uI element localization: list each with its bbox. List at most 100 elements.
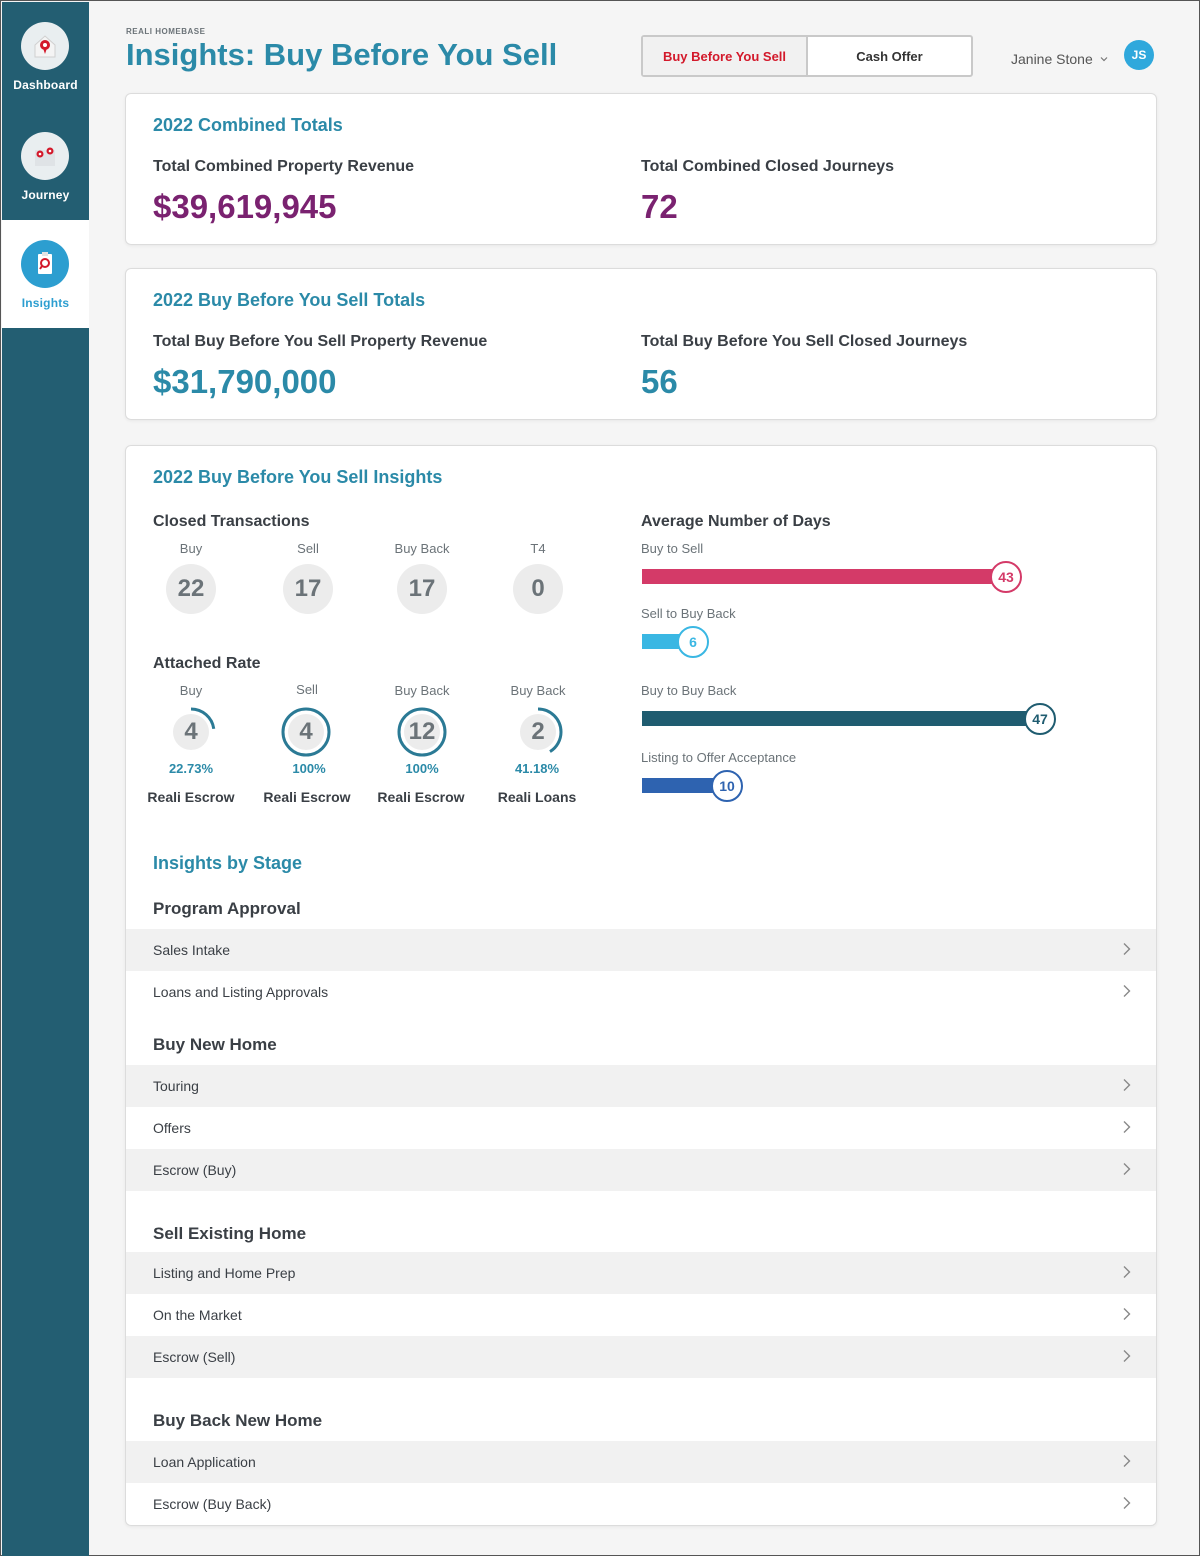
house-pin-icon: [21, 22, 69, 70]
combined-revenue-value: $39,619,945: [153, 188, 337, 225]
stage-group-title: Buy Back New Home: [153, 1411, 323, 1430]
ring-progress-arc: [513, 707, 563, 757]
sidebar-item-insights[interactable]: Insights: [2, 220, 89, 328]
stage-row-label: Sales Intake: [153, 942, 231, 958]
chevron-right-icon: [1123, 1163, 1131, 1175]
stage-row[interactable]: Sales Intake: [126, 929, 1156, 971]
stage-row-label: Offers: [153, 1120, 191, 1136]
stage-row[interactable]: Escrow (Buy): [126, 1149, 1156, 1191]
stage-row[interactable]: On the Market: [126, 1294, 1156, 1336]
bar-value-badge: 47: [1024, 703, 1056, 735]
chevron-right-icon: [1123, 1497, 1131, 1509]
sidebar-item-label: Insights: [21, 296, 70, 310]
map-pins-icon: [21, 132, 69, 180]
avatar[interactable]: JS: [1124, 40, 1154, 70]
attached-caption: Reali Escrow: [147, 789, 235, 805]
toggle-buy-before-you-sell[interactable]: Buy Before You Sell: [643, 37, 808, 75]
attached-col-label: Buy Back: [394, 683, 450, 698]
stage-row-label: Loans and Listing Approvals: [153, 984, 329, 1000]
page-title: Insights: Buy Before You Sell: [126, 37, 558, 72]
attached-caption: Reali Loans: [497, 789, 577, 805]
stage-row[interactable]: Loans and Listing Approvals: [126, 971, 1156, 1013]
bbys-totals-card: 2022 Buy Before You Sell Totals Total Bu…: [125, 268, 1157, 420]
stage-row[interactable]: Offers: [126, 1107, 1156, 1149]
stage-row-label: Escrow (Buy Back): [153, 1496, 272, 1512]
toggle-cash-offer[interactable]: Cash Offer: [856, 48, 923, 64]
sidebar-item-label: Dashboard: [13, 78, 78, 92]
bar-label: Buy to Sell: [641, 541, 704, 556]
stage-row-label: Listing and Home Prep: [153, 1265, 296, 1281]
stat-label: Total Buy Before You Sell Property Reven…: [153, 333, 488, 350]
chevron-right-icon: [1123, 1308, 1131, 1320]
stage-row[interactable]: Touring: [126, 1065, 1156, 1107]
bar-label: Buy to Buy Back: [641, 683, 737, 698]
attached-rate-title: Attached Rate: [153, 655, 261, 672]
stage-group-title: Program Approval: [153, 899, 301, 918]
attached-value: 4: [184, 718, 198, 745]
closed-buy-back-count: 17: [397, 564, 447, 614]
stage-row-label: Touring: [153, 1078, 199, 1094]
insights-card: 2022 Buy Before You Sell Insights Closed…: [125, 445, 1157, 1526]
chevron-right-icon: [1123, 943, 1131, 955]
attached-value: 12: [408, 718, 436, 745]
chevron-right-icon: [1123, 1121, 1131, 1133]
stage-row-label: On the Market: [153, 1307, 242, 1323]
attached-pct: 100%: [405, 761, 439, 776]
bbys-journeys-value: 56: [641, 363, 678, 400]
attached-pct: 100%: [292, 761, 326, 776]
bbys-revenue-value: $31,790,000: [153, 363, 337, 400]
attached-value: 4: [299, 718, 313, 745]
attached-col-label: Buy Back: [510, 683, 566, 698]
sidebar-item-label: Journey: [21, 188, 70, 202]
ring-progress-arc: [397, 707, 447, 757]
stage-row-label: Loan Application: [153, 1454, 256, 1470]
clipboard-search-icon: [21, 240, 69, 288]
user-menu[interactable]: Janine Stone: [1011, 51, 1109, 67]
avg-days-title: Average Number of Days: [641, 513, 831, 530]
stage-row-label: Escrow (Buy): [153, 1162, 237, 1178]
sidebar-item-journey[interactable]: Journey: [2, 112, 89, 220]
ring-background: [173, 714, 209, 750]
attached-progress-ring: [397, 707, 447, 757]
attached-value: 2: [531, 718, 545, 745]
attached-progress-ring: [281, 707, 331, 757]
ring-progress-arc: [166, 707, 216, 757]
bar-listing-to-offer: [642, 778, 727, 793]
closed-sell-count: 17: [283, 564, 333, 614]
attached-col-label: Sell: [296, 682, 318, 697]
combined-totals-card: 2022 Combined Totals Total Combined Prop…: [125, 93, 1157, 245]
stage-row[interactable]: Escrow (Buy Back): [126, 1483, 1156, 1525]
closed-col-label: Buy: [179, 541, 203, 556]
stage-row[interactable]: Listing and Home Prep: [126, 1252, 1156, 1294]
chevron-down-icon: [1100, 57, 1108, 62]
bar-value-badge: 10: [711, 770, 743, 802]
stat-label: Total Buy Before You Sell Closed Journey…: [641, 333, 968, 350]
user-name: Janine Stone: [1011, 51, 1093, 67]
attached-col-label: Buy: [179, 683, 203, 698]
bar-buy-to-buy-back: [642, 711, 1040, 726]
bar-value-badge: 43: [990, 561, 1022, 593]
closed-col-label: T4: [530, 541, 546, 556]
stage-row[interactable]: Escrow (Sell): [126, 1336, 1156, 1378]
closed-col-label: Sell: [297, 541, 319, 556]
attached-progress-ring: [166, 707, 216, 757]
attached-caption: Reali Escrow: [377, 789, 465, 805]
attached-progress-ring: [513, 707, 563, 757]
stage-group-title: Buy New Home: [153, 1035, 277, 1054]
sidebar: Dashboard Journey Insights: [2, 2, 89, 1556]
bar-label: Listing to Offer Acceptance: [641, 750, 797, 765]
bar-value-badge: 6: [677, 626, 709, 658]
ring-background: [404, 714, 440, 750]
attached-pct: 22.73%: [168, 761, 214, 776]
closed-t4-count: 0: [513, 564, 563, 614]
chevron-right-icon: [1123, 985, 1131, 997]
sidebar-item-dashboard[interactable]: Dashboard: [2, 2, 89, 110]
stage-row[interactable]: Loan Application: [126, 1441, 1156, 1483]
stat-label: Total Combined Closed Journeys: [641, 158, 895, 175]
bar-label: Sell to Buy Back: [641, 606, 736, 621]
card-title: 2022 Buy Before You Sell Totals: [153, 290, 426, 310]
card-title: 2022 Buy Before You Sell Insights: [153, 467, 443, 487]
card-title: 2022 Combined Totals: [153, 115, 343, 135]
ring-background: [288, 714, 324, 750]
chevron-right-icon: [1123, 1266, 1131, 1278]
